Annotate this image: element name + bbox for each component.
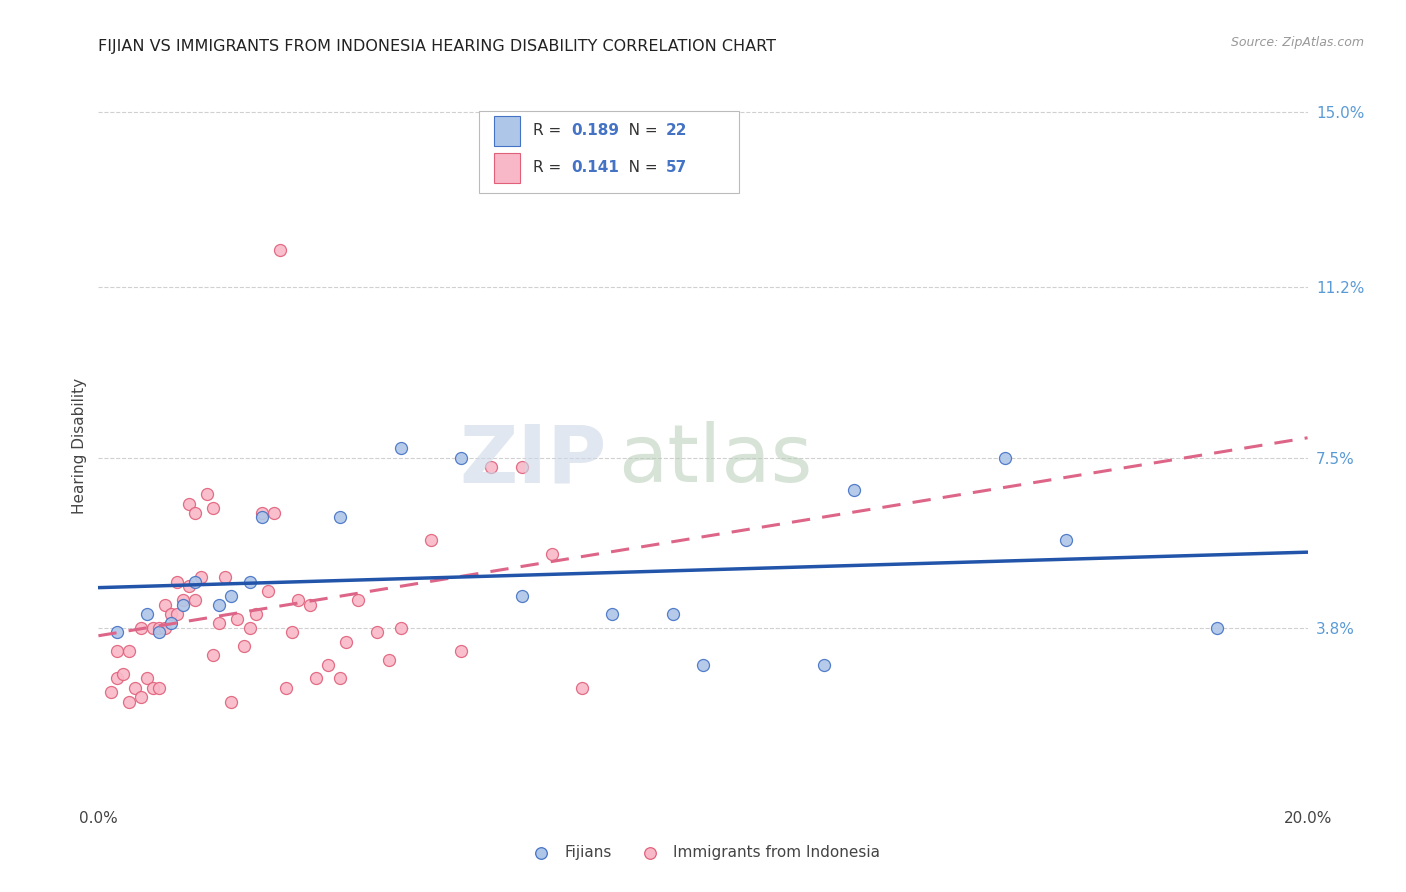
Point — [269, 244, 291, 258]
Point — [389, 621, 412, 635]
Point — [105, 644, 128, 658]
Point — [142, 621, 165, 635]
Point — [208, 598, 231, 612]
Point — [172, 593, 194, 607]
Point — [450, 450, 472, 465]
Legend: Fijians, Immigrants from Indonesia: Fijians, Immigrants from Indonesia — [520, 839, 886, 866]
Point — [118, 694, 141, 708]
Point — [274, 681, 297, 695]
Point — [226, 612, 249, 626]
Point — [105, 625, 128, 640]
Point — [299, 598, 322, 612]
Point — [329, 672, 352, 686]
Point — [250, 510, 273, 524]
Point — [129, 690, 152, 704]
Point — [692, 657, 714, 672]
Point — [329, 510, 352, 524]
Point — [602, 607, 624, 621]
Point — [813, 657, 835, 672]
Point — [540, 547, 562, 561]
Point — [221, 589, 243, 603]
Text: ZIP: ZIP — [458, 421, 606, 500]
Point — [184, 593, 207, 607]
Point — [148, 621, 170, 635]
Point — [1206, 621, 1229, 635]
Point — [179, 497, 201, 511]
Point — [190, 570, 212, 584]
Point — [305, 672, 328, 686]
Text: 0.141: 0.141 — [571, 161, 619, 175]
Point — [662, 607, 685, 621]
Point — [263, 506, 285, 520]
Point — [844, 483, 866, 497]
Point — [510, 589, 533, 603]
Point — [250, 506, 273, 520]
Point — [366, 625, 388, 640]
Bar — [494, 116, 520, 145]
Point — [239, 574, 262, 589]
Point — [160, 607, 183, 621]
Point — [142, 681, 165, 695]
Point — [256, 584, 278, 599]
Text: N =: N = — [613, 123, 662, 138]
Point — [481, 459, 503, 474]
Point — [166, 607, 188, 621]
Point — [214, 570, 236, 584]
Point — [994, 450, 1017, 465]
Point — [105, 672, 128, 686]
Text: 0.189: 0.189 — [571, 123, 619, 138]
Point — [166, 574, 188, 589]
Point — [129, 621, 152, 635]
Text: Source: ZipAtlas.com: Source: ZipAtlas.com — [1230, 36, 1364, 49]
Point — [420, 533, 443, 548]
Point — [135, 672, 157, 686]
Point — [100, 685, 122, 699]
Point — [153, 598, 176, 612]
Point — [221, 694, 243, 708]
Text: FIJIAN VS IMMIGRANTS FROM INDONESIA HEARING DISABILITY CORRELATION CHART: FIJIAN VS IMMIGRANTS FROM INDONESIA HEAR… — [98, 38, 776, 54]
Point — [510, 459, 533, 474]
Text: atlas: atlas — [619, 421, 813, 500]
Point — [160, 616, 183, 631]
Point — [450, 644, 472, 658]
Point — [287, 593, 309, 607]
Text: 57: 57 — [665, 161, 686, 175]
Bar — [479, 111, 740, 193]
Text: R =: R = — [533, 123, 565, 138]
Point — [172, 598, 194, 612]
Point — [153, 621, 176, 635]
Point — [179, 579, 201, 593]
Y-axis label: Hearing Disability: Hearing Disability — [72, 378, 87, 514]
Point — [571, 681, 593, 695]
Point — [208, 616, 231, 631]
Point — [389, 442, 412, 456]
Point — [124, 681, 146, 695]
Bar — [494, 153, 520, 183]
Point — [347, 593, 370, 607]
Point — [1054, 533, 1077, 548]
Text: R =: R = — [533, 161, 565, 175]
Point — [202, 501, 225, 516]
Point — [184, 506, 207, 520]
Point — [135, 607, 157, 621]
Point — [232, 640, 254, 654]
Text: 22: 22 — [665, 123, 688, 138]
Point — [281, 625, 304, 640]
Point — [239, 621, 262, 635]
Point — [316, 657, 339, 672]
Point — [148, 681, 170, 695]
Point — [118, 644, 141, 658]
Point — [335, 634, 357, 648]
Text: N =: N = — [613, 161, 662, 175]
Point — [111, 666, 134, 681]
Point — [245, 607, 267, 621]
Point — [195, 487, 218, 501]
Point — [148, 625, 170, 640]
Point — [377, 653, 399, 667]
Point — [184, 574, 207, 589]
Point — [202, 648, 225, 663]
